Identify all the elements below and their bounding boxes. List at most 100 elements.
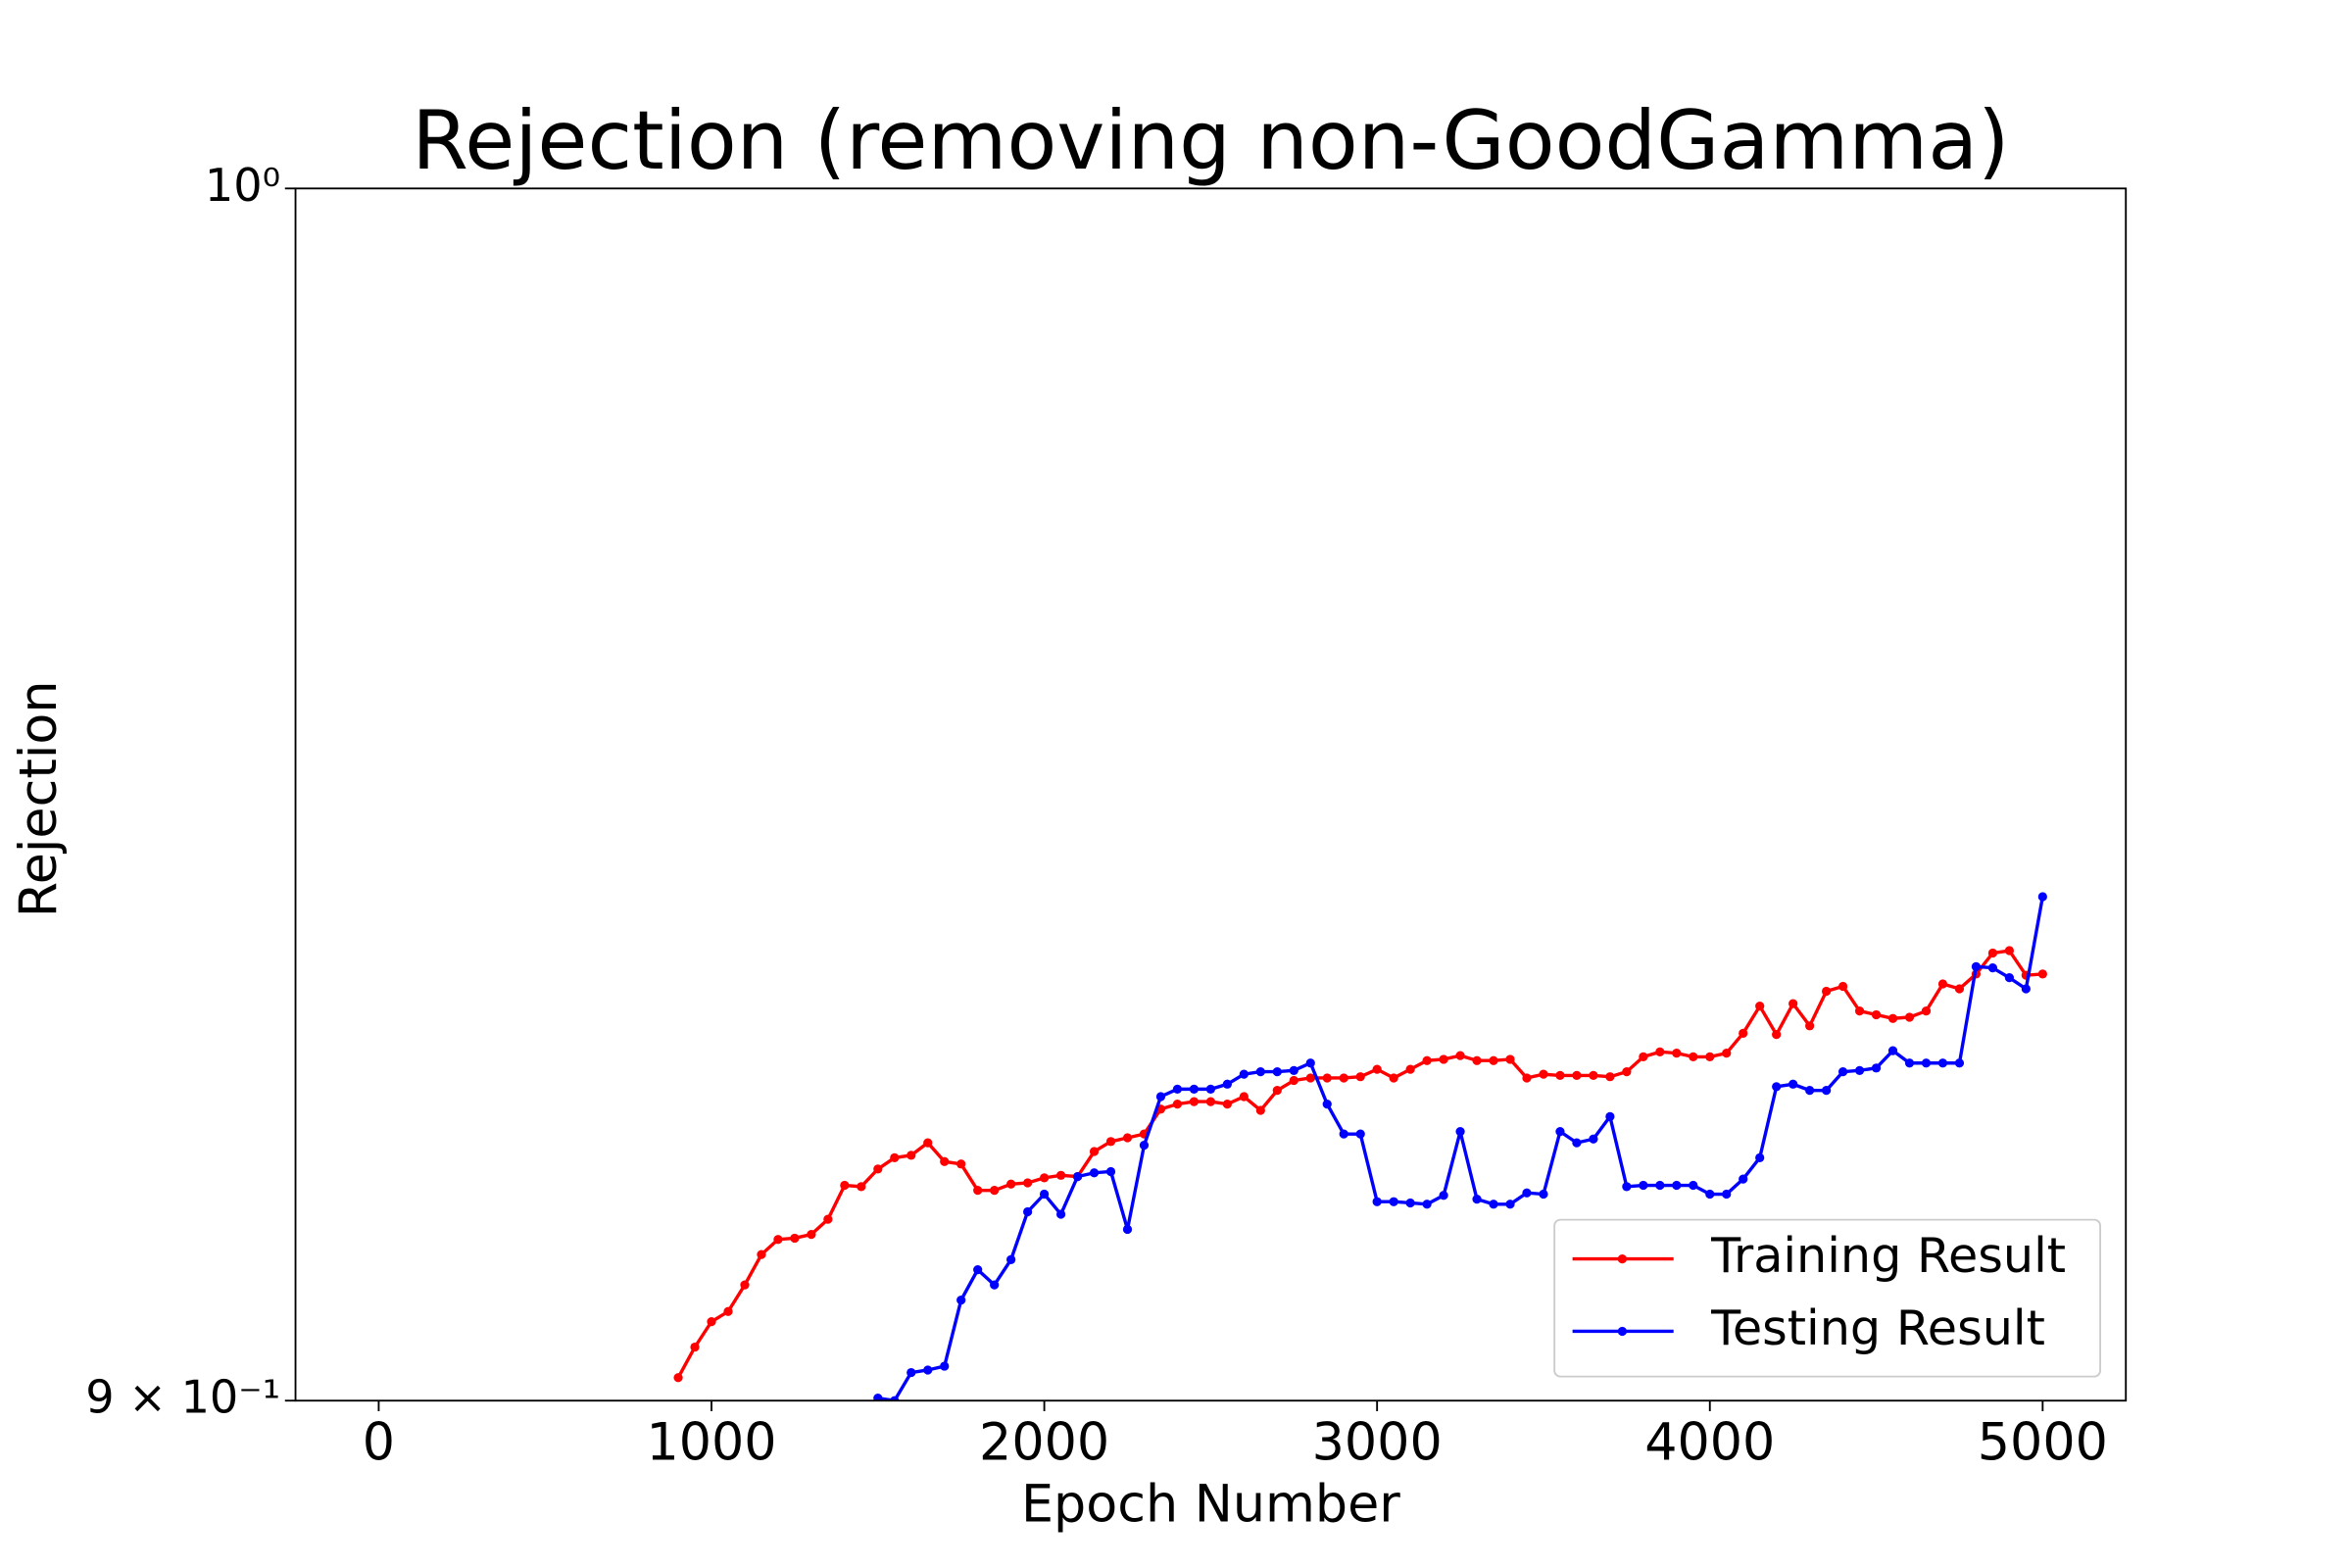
data-point (1722, 1049, 1732, 1058)
data-point (1006, 1179, 1016, 1189)
data-point (857, 1182, 866, 1192)
data-point (1205, 1084, 1215, 1094)
data-point (1322, 1073, 1332, 1083)
data-point (1172, 1084, 1183, 1094)
data-point (940, 1361, 950, 1371)
x-tick-label: 0 (363, 1412, 395, 1472)
data-point (923, 1365, 933, 1375)
data-point (1854, 1006, 1865, 1016)
data-point (1871, 1009, 1882, 1020)
data-point (1921, 1006, 1932, 1016)
data-point (1805, 1021, 1815, 1031)
x-axis-label: Epoch Number (1021, 1474, 1400, 1534)
data-point (1055, 1170, 1066, 1180)
data-point (823, 1214, 833, 1224)
data-point (1655, 1047, 1665, 1056)
data-point (873, 1164, 883, 1174)
data-point (1655, 1180, 1665, 1191)
data-point (1089, 1147, 1100, 1156)
data-point (1455, 1051, 1465, 1060)
data-point (2004, 973, 2014, 983)
data-point (1705, 1052, 1715, 1062)
data-point (890, 1396, 900, 1401)
legend-marker (1617, 1254, 1627, 1264)
data-point (1255, 1067, 1265, 1077)
data-point (1755, 1152, 1765, 1163)
data-point (2037, 892, 2047, 902)
data-point (1887, 1046, 1898, 1055)
data-point (740, 1280, 750, 1290)
data-point (956, 1159, 966, 1169)
data-point (1039, 1189, 1050, 1200)
data-point (1155, 1092, 1166, 1102)
data-point (1672, 1180, 1682, 1191)
data-point (1622, 1067, 1632, 1077)
data-point (1472, 1055, 1482, 1065)
data-point (2037, 969, 2047, 979)
data-point (757, 1250, 766, 1259)
data-point (1522, 1073, 1532, 1083)
data-point (707, 1317, 716, 1327)
data-point (1505, 1200, 1515, 1209)
data-point (1572, 1138, 1582, 1148)
data-point (1555, 1127, 1565, 1137)
data-point (1489, 1055, 1498, 1065)
data-point (1139, 1141, 1150, 1151)
data-point (1522, 1188, 1532, 1198)
data-point (1505, 1054, 1515, 1064)
data-point (1589, 1070, 1598, 1081)
data-point (990, 1186, 1000, 1196)
data-point (1987, 948, 1998, 958)
legend-box (1553, 1218, 2101, 1378)
data-point (1539, 1069, 1548, 1079)
data-point (906, 1367, 916, 1378)
data-point (840, 1180, 850, 1191)
data-point (923, 1138, 933, 1148)
data-point (1772, 1030, 1782, 1040)
data-point (1222, 1100, 1232, 1109)
data-point (956, 1296, 966, 1305)
data-point (1755, 1002, 1765, 1011)
data-point (1422, 1200, 1432, 1209)
data-point (1339, 1073, 1348, 1083)
data-point (1322, 1100, 1332, 1109)
data-point (690, 1342, 700, 1352)
data-point (1904, 1058, 1915, 1068)
data-point (873, 1394, 883, 1401)
data-point (1971, 961, 1982, 971)
data-point (1389, 1197, 1398, 1206)
data-point (1622, 1182, 1632, 1192)
data-point (1772, 1082, 1782, 1092)
data-point (973, 1265, 983, 1275)
data-point (1854, 1065, 1865, 1075)
data-point (1689, 1052, 1698, 1062)
data-point (2004, 946, 2014, 956)
data-point (1239, 1092, 1249, 1102)
data-point (1305, 1073, 1315, 1083)
data-point (1739, 1174, 1748, 1184)
data-point (1788, 999, 1798, 1008)
data-point (1039, 1173, 1050, 1183)
data-point (1389, 1073, 1398, 1083)
data-point (1439, 1054, 1448, 1064)
data-point (1455, 1127, 1465, 1137)
data-point (1539, 1189, 1548, 1200)
chart-title: Rejection (removing non-GoodGamma) (412, 93, 2009, 188)
data-point (1689, 1180, 1698, 1191)
data-point (1489, 1200, 1498, 1209)
data-point (1788, 1079, 1798, 1089)
plot-frame (294, 187, 2128, 1402)
y-tick-label: 9 × 10⁻¹ (85, 1371, 280, 1424)
data-point (1705, 1189, 1715, 1200)
data-point (773, 1235, 783, 1245)
data-point (1122, 1224, 1133, 1235)
data-point (940, 1156, 950, 1166)
data-point (1405, 1064, 1415, 1074)
data-point (1821, 986, 1832, 997)
data-point (1871, 1063, 1882, 1073)
data-point (1572, 1070, 1582, 1081)
data-point (1272, 1067, 1282, 1077)
data-point (1105, 1166, 1116, 1177)
